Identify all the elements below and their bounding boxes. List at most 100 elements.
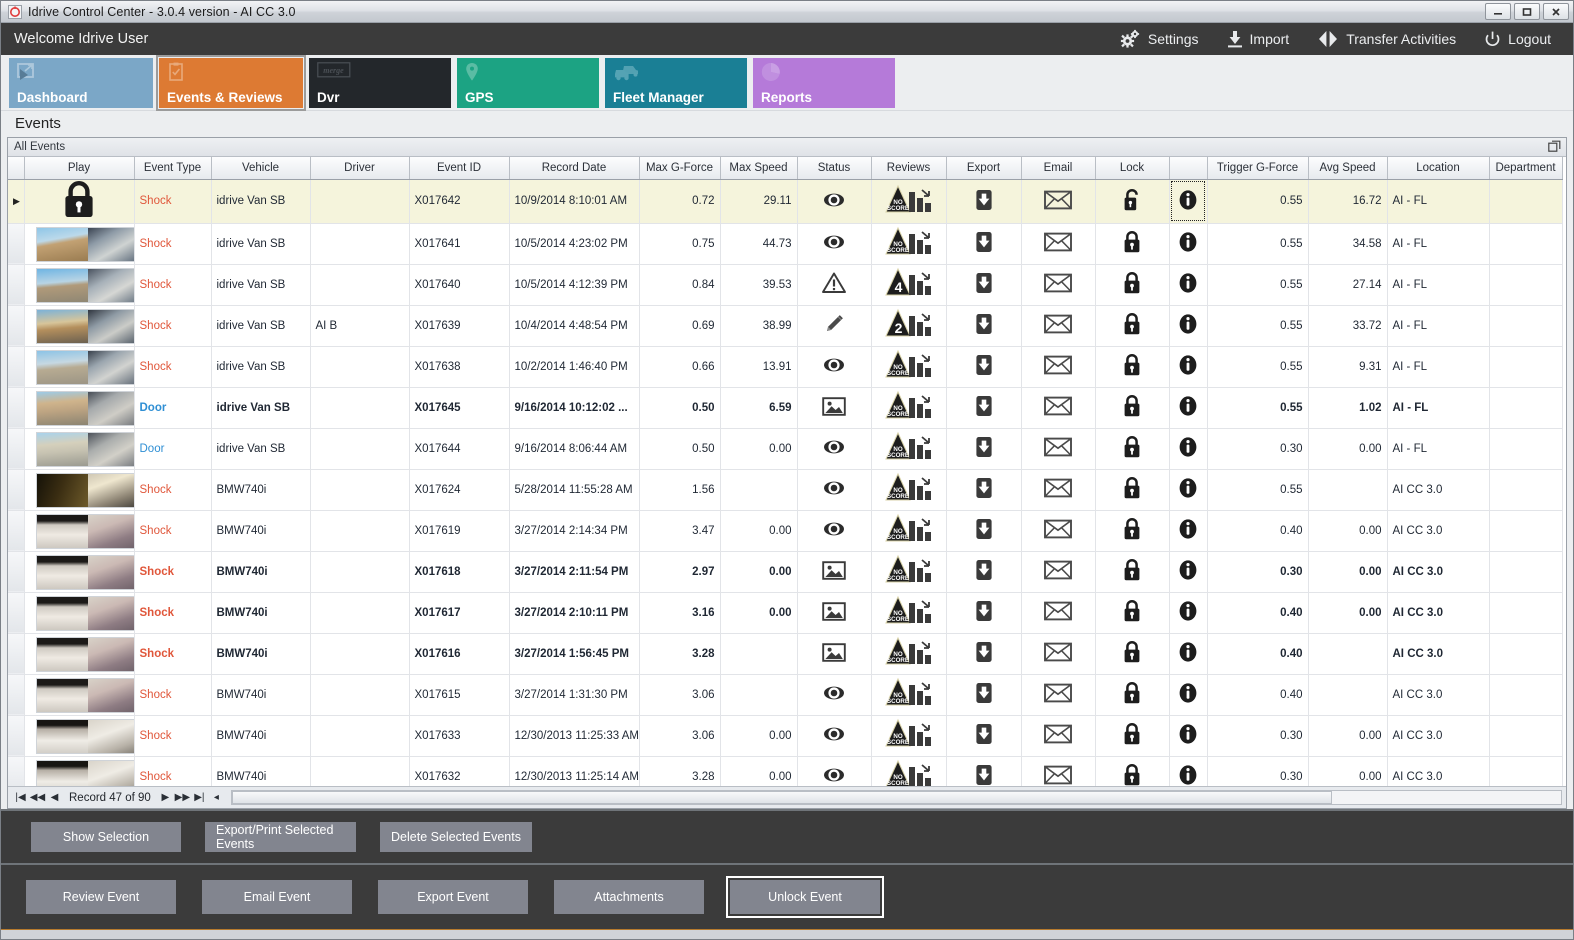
row-selector-cell[interactable] — [8, 223, 25, 265]
lock-cell[interactable] — [1095, 264, 1170, 306]
info-icon[interactable] — [1178, 230, 1198, 257]
lock-cell[interactable] — [1095, 346, 1170, 388]
export-cell[interactable] — [946, 510, 1022, 552]
email-icon[interactable] — [1044, 765, 1072, 786]
locked-icon[interactable] — [1123, 435, 1141, 462]
play-cell[interactable] — [24, 510, 135, 552]
table-row[interactable]: Shock BMW740i X017615 3/27/2014 1:31:30 PM 3… — [8, 674, 1563, 716]
table-row[interactable]: Shock BMW740i X017624 5/28/2014 11:55:28 AM… — [8, 469, 1563, 511]
video-thumbnails[interactable] — [35, 350, 133, 385]
export-cell[interactable] — [946, 592, 1022, 634]
tile-reports[interactable]: Reports — [753, 58, 895, 108]
export-icon[interactable] — [973, 476, 995, 503]
row-selector-cell[interactable] — [8, 674, 25, 716]
locked-icon[interactable] — [1123, 599, 1141, 626]
play-cell[interactable] — [24, 179, 135, 224]
export-cell[interactable] — [946, 346, 1022, 388]
info-icon[interactable] — [1178, 476, 1198, 503]
export-icon[interactable] — [973, 599, 995, 626]
column-header-avg-speed[interactable]: Avg Speed — [1308, 157, 1388, 180]
export-icon[interactable] — [973, 394, 995, 421]
video-thumbnails[interactable] — [35, 268, 133, 303]
info-cell[interactable] — [1169, 469, 1208, 511]
status-cell[interactable] — [797, 346, 872, 388]
table-row[interactable]: Shock BMW740i X017616 3/27/2014 1:56:45 PM 3… — [8, 633, 1563, 675]
no-score-icon[interactable]: NO SCORE — [884, 472, 934, 507]
row-selector-cell[interactable] — [8, 264, 25, 306]
video-thumbnails[interactable] — [35, 391, 133, 426]
locked-icon[interactable] — [1123, 763, 1141, 786]
email-event-button[interactable]: Email Event — [202, 880, 352, 914]
email-cell[interactable] — [1021, 756, 1096, 786]
row-selector-cell[interactable]: ▶ — [8, 179, 25, 224]
locked-icon[interactable] — [1123, 640, 1141, 667]
lock-cell[interactable] — [1095, 592, 1170, 634]
no-score-icon[interactable]: NO SCORE — [884, 718, 934, 753]
locked-icon[interactable] — [1123, 271, 1141, 298]
lock-cell[interactable] — [1095, 715, 1170, 757]
play-cell[interactable] — [24, 715, 135, 757]
column-header-reviews[interactable]: Reviews — [871, 157, 947, 180]
export-cell[interactable] — [946, 715, 1022, 757]
play-cell[interactable] — [24, 428, 135, 470]
video-thumbnails[interactable] — [35, 555, 133, 590]
settings-button[interactable]: Settings — [1105, 23, 1213, 55]
lock-cell[interactable] — [1095, 223, 1170, 265]
no-score-icon[interactable]: NO SCORE — [884, 636, 934, 671]
row-selector-cell[interactable] — [8, 510, 25, 552]
status-cell[interactable] — [797, 551, 872, 593]
play-cell[interactable] — [24, 592, 135, 634]
reviews-cell[interactable]: NO SCORE — [871, 469, 947, 511]
row-selector-cell[interactable] — [8, 592, 25, 634]
info-icon[interactable] — [1178, 353, 1198, 380]
info-cell[interactable] — [1169, 592, 1208, 634]
eye-icon[interactable] — [821, 683, 847, 706]
table-row[interactable]: Shock idrive Van SB AI B X017639 10/4/2014 4… — [8, 305, 1563, 347]
image-icon[interactable] — [822, 396, 846, 420]
export-icon[interactable] — [973, 763, 995, 786]
video-thumbnails[interactable] — [35, 432, 133, 467]
video-thumbnails[interactable] — [35, 514, 133, 549]
reviews-cell[interactable]: NO SCORE — [871, 674, 947, 716]
info-cell[interactable] — [1169, 510, 1208, 552]
locked-icon[interactable] — [1123, 681, 1141, 708]
next-record-button[interactable]: ▶ — [161, 792, 170, 803]
play-cell[interactable] — [24, 756, 135, 786]
export-icon[interactable] — [973, 435, 995, 462]
play-cell[interactable] — [24, 264, 135, 306]
email-icon[interactable] — [1044, 519, 1072, 542]
show-selection-button[interactable]: Show Selection — [31, 822, 181, 852]
reviews-cell[interactable]: NO SCORE — [871, 387, 947, 429]
export-icon[interactable] — [973, 188, 995, 215]
pencil-icon[interactable] — [822, 312, 846, 339]
reviews-cell[interactable]: 4 — [871, 264, 947, 306]
tile-fleet-manager[interactable]: Fleet Manager — [605, 58, 747, 108]
image-icon[interactable] — [822, 560, 846, 584]
next-page-button[interactable]: ▶▶ — [174, 792, 191, 803]
no-score-icon[interactable]: NO SCORE — [884, 513, 934, 548]
no-score-icon[interactable]: NO SCORE — [884, 759, 934, 786]
status-cell[interactable] — [797, 592, 872, 634]
email-icon[interactable] — [1044, 190, 1072, 213]
status-cell[interactable] — [797, 469, 872, 511]
email-cell[interactable] — [1021, 305, 1096, 347]
email-cell[interactable] — [1021, 551, 1096, 593]
column-header-event-id[interactable]: Event ID — [409, 157, 510, 180]
export-icon[interactable] — [973, 312, 995, 339]
table-row[interactable]: Shock BMW740i X017632 12/30/2013 11:25:14 A… — [8, 756, 1563, 786]
export-cell[interactable] — [946, 756, 1022, 786]
table-row[interactable]: Shock idrive Van SB X017638 10/2/2014 1:46:… — [8, 346, 1563, 388]
info-icon[interactable] — [1178, 312, 1198, 339]
status-cell[interactable] — [797, 633, 872, 675]
close-button[interactable] — [1543, 3, 1569, 20]
column-header-record-date[interactable]: Record Date — [509, 157, 640, 180]
column-header-lock[interactable]: Lock — [1095, 157, 1170, 180]
email-icon[interactable] — [1044, 232, 1072, 255]
export-cell[interactable] — [946, 179, 1022, 224]
info-cell[interactable] — [1169, 305, 1208, 347]
info-icon[interactable] — [1178, 640, 1198, 667]
eye-icon[interactable] — [821, 478, 847, 501]
info-icon[interactable] — [1178, 435, 1198, 462]
column-header-max-g-force[interactable]: Max G-Force — [639, 157, 721, 180]
status-cell[interactable] — [797, 305, 872, 347]
